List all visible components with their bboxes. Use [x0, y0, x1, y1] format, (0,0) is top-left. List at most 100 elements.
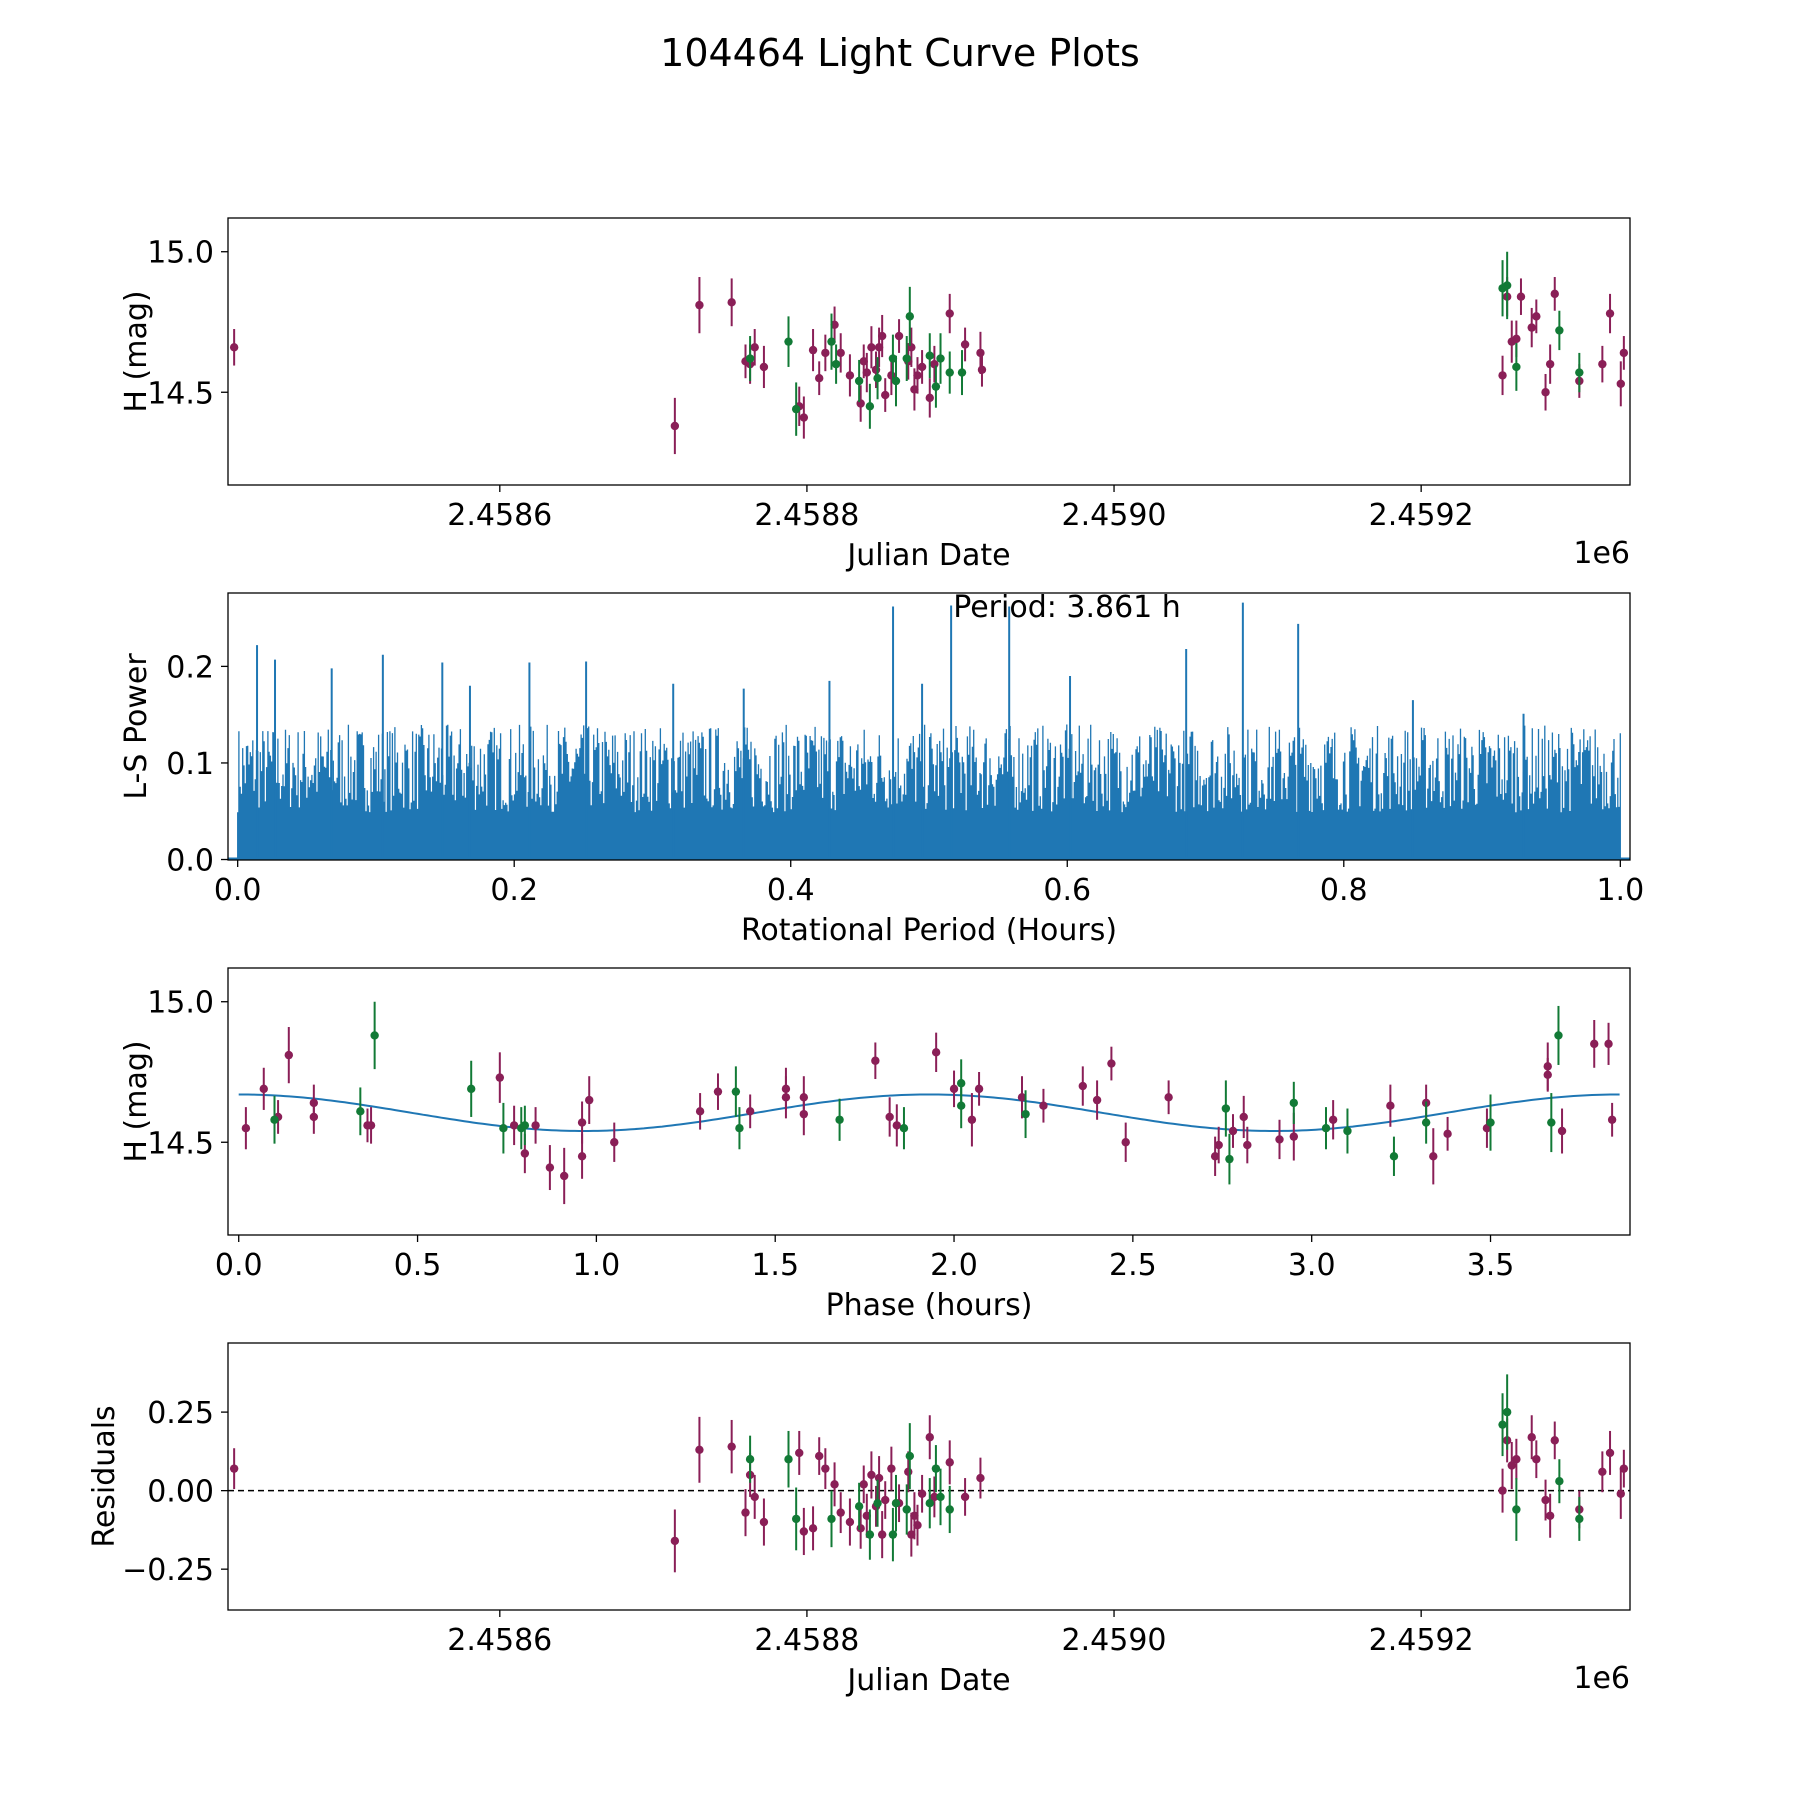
periodogram-floor [228, 857, 1630, 860]
data-point [1121, 1138, 1130, 1147]
data-point [1443, 1129, 1452, 1139]
data-point [956, 1079, 966, 1088]
x-tick-label: 0.6 [1043, 873, 1091, 908]
y-tick-label: 0.25 [147, 1396, 214, 1431]
data-point [610, 1138, 619, 1147]
data-point [1619, 348, 1629, 358]
raw-panel: 2.4586 2.4588 2.4590 2.4592 14.5 15.0 Julian D… [119, 217, 1631, 573]
periodogram-panel: Period: 3.861 h 0.0 0.2 0.4 0.6 0.8 1.0 0.0 0.1 0… [119, 590, 1644, 948]
data-point [873, 1499, 882, 1508]
data-point [881, 1495, 890, 1505]
data-point [499, 1124, 508, 1133]
data-point [727, 1442, 736, 1451]
x-tick-label: 2.5 [1109, 1248, 1157, 1283]
data-point [1575, 368, 1584, 377]
data-point [1243, 1140, 1252, 1150]
data-point [949, 1084, 959, 1094]
data-point [859, 1480, 868, 1489]
data-point [977, 365, 987, 374]
y-tick-label: 15.0 [147, 236, 214, 271]
y-tick-label: −0.25 [122, 1553, 214, 1588]
data-point [836, 348, 845, 358]
data-point [867, 343, 876, 352]
x-tick-label: 3.0 [1288, 1248, 1336, 1283]
x-tick-label: 1.0 [1596, 873, 1644, 908]
data-point [1078, 1081, 1087, 1091]
data-point [867, 1470, 876, 1480]
data-point [1607, 1115, 1617, 1124]
data-point [1228, 1126, 1238, 1136]
data-point [509, 1121, 519, 1130]
x-tick-label: 0.2 [490, 873, 538, 908]
x-tick-label: 2.4592 [1369, 1623, 1474, 1658]
data-point [931, 382, 941, 391]
data-point [759, 1517, 769, 1527]
data-point [1164, 1093, 1173, 1102]
data-point [974, 1084, 984, 1094]
data-point [791, 404, 801, 414]
data-point [695, 300, 704, 310]
residuals-frame [227, 1342, 1631, 1611]
data-point [229, 343, 239, 352]
data-point [865, 1530, 875, 1539]
data-point [1429, 1152, 1438, 1161]
folded-plot-area [238, 1001, 1620, 1205]
data-point [1516, 292, 1526, 301]
data-point [865, 402, 875, 411]
y-tick-label: 15.0 [147, 986, 214, 1021]
data-point [874, 1473, 884, 1483]
data-point [854, 376, 864, 386]
data-point [856, 399, 865, 408]
x-tick-label: 2.4592 [1369, 498, 1474, 533]
data-point [1039, 1101, 1048, 1110]
data-point [904, 1467, 913, 1476]
data-point [1541, 1495, 1550, 1505]
data-point [1328, 1115, 1338, 1124]
data-point [1275, 1135, 1284, 1144]
data-point [899, 1124, 909, 1133]
residuals-panel: 2.4586 2.4588 2.4590 2.4592 −0.25 0.00 0.25 Jul… [87, 1342, 1631, 1698]
data-point [1486, 1118, 1495, 1127]
data-point [735, 1124, 744, 1133]
data-point [1502, 281, 1512, 290]
data-point [1239, 1112, 1248, 1122]
data-point [270, 1115, 279, 1124]
data-point [745, 1107, 755, 1116]
x-tick-label: 0.8 [1320, 873, 1368, 908]
data-point [1616, 1489, 1625, 1498]
data-point [845, 1517, 855, 1527]
x-tick-label: 0.0 [214, 873, 262, 908]
x-tick-label: 0.4 [767, 873, 815, 908]
data-point [936, 354, 945, 363]
data-point [808, 1524, 818, 1533]
x-axis-label: Julian Date [845, 1663, 1010, 1698]
x-tick-label: 0.0 [215, 1248, 263, 1283]
data-point [741, 1508, 750, 1517]
data-point [781, 1084, 791, 1094]
data-point [745, 1455, 755, 1464]
data-point [1092, 1095, 1102, 1105]
data-point [891, 1499, 901, 1508]
data-point [727, 298, 736, 307]
data-point [467, 1084, 476, 1094]
data-point [1210, 1152, 1220, 1161]
data-point [559, 1171, 569, 1181]
data-point [1512, 1455, 1521, 1464]
data-point [815, 374, 824, 383]
x-tick-label: 2.4588 [754, 1623, 859, 1658]
x-tick-label: 2.4588 [754, 498, 859, 533]
y-tick-label: 14.5 [147, 1126, 214, 1161]
data-point [925, 393, 934, 403]
data-point [520, 1149, 530, 1158]
x-tick-label: 2.0 [930, 1248, 978, 1283]
x-axis-label: Rotational Period (Hours) [741, 913, 1117, 948]
data-point [745, 354, 755, 363]
data-point [830, 1480, 839, 1489]
data-point [1421, 1118, 1431, 1127]
data-point [854, 1502, 864, 1511]
data-point [1555, 326, 1564, 335]
data-point [907, 343, 916, 352]
y-tick-label: 0.2 [166, 650, 214, 685]
